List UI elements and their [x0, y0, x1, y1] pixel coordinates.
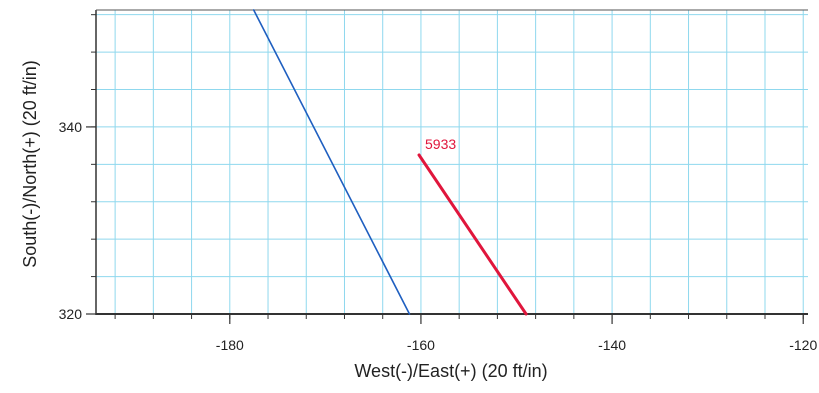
- y-tick-label: 340: [59, 119, 83, 135]
- x-tick-label: -160: [407, 337, 435, 353]
- x-tick-label: -120: [789, 337, 817, 353]
- y-axis-title: South(-)/North(+) (20 ft/in): [20, 60, 40, 268]
- x-tick-label: -180: [216, 337, 244, 353]
- x-tick-label: -140: [598, 337, 626, 353]
- axes-layer: [86, 9, 808, 324]
- x-axis-title: West(-)/East(+) (20 ft/in): [354, 361, 547, 381]
- series-layer: [252, 9, 528, 316]
- series-line-5933: [417, 153, 528, 316]
- grid-layer: [96, 10, 808, 315]
- series-line-blue: [252, 9, 411, 315]
- annotation-label: 5933: [425, 136, 456, 152]
- y-tick-label: 320: [59, 306, 83, 322]
- label-layer: -180 -160 -140 -120 320 340 5933: [59, 119, 818, 353]
